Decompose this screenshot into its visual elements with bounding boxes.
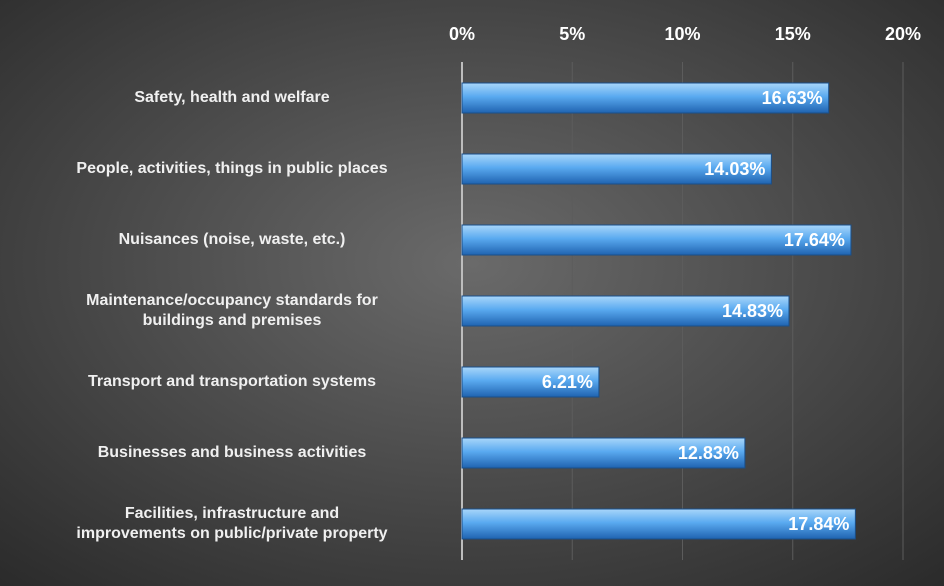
bar — [461, 437, 746, 469]
y-tick-label: Maintenance/occupancy standards for build… — [86, 292, 378, 329]
value-label: 12.83% — [678, 443, 739, 463]
y-tick-label: Safety, health and welfare — [134, 89, 329, 106]
bar — [461, 508, 856, 540]
x-tick-label: 15% — [775, 24, 811, 44]
value-label: 14.03% — [704, 159, 765, 179]
x-tick-label: 5% — [559, 24, 585, 44]
y-tick-label: Transport and transportation systems — [88, 373, 376, 390]
value-label: 16.63% — [762, 88, 823, 108]
x-tick-label: 10% — [664, 24, 700, 44]
value-label: 14.83% — [722, 301, 783, 321]
y-tick-label: Facilities, infrastructure and improvemen… — [76, 505, 387, 542]
y-tick-label: Nuisances (noise, waste, etc.) — [119, 231, 346, 248]
value-label: 6.21% — [542, 372, 593, 392]
bar — [461, 153, 772, 185]
y-tick-label: People, activities, things in public pla… — [76, 160, 387, 177]
bar — [461, 224, 852, 256]
value-label: 17.84% — [788, 514, 849, 534]
bar — [461, 366, 600, 398]
y-tick-label: Businesses and business activities — [98, 444, 367, 461]
x-tick-label: 0% — [449, 24, 475, 44]
bar — [461, 295, 790, 327]
bar — [461, 82, 830, 114]
x-tick-label: 20% — [885, 24, 921, 44]
value-label: 17.64% — [784, 230, 845, 250]
